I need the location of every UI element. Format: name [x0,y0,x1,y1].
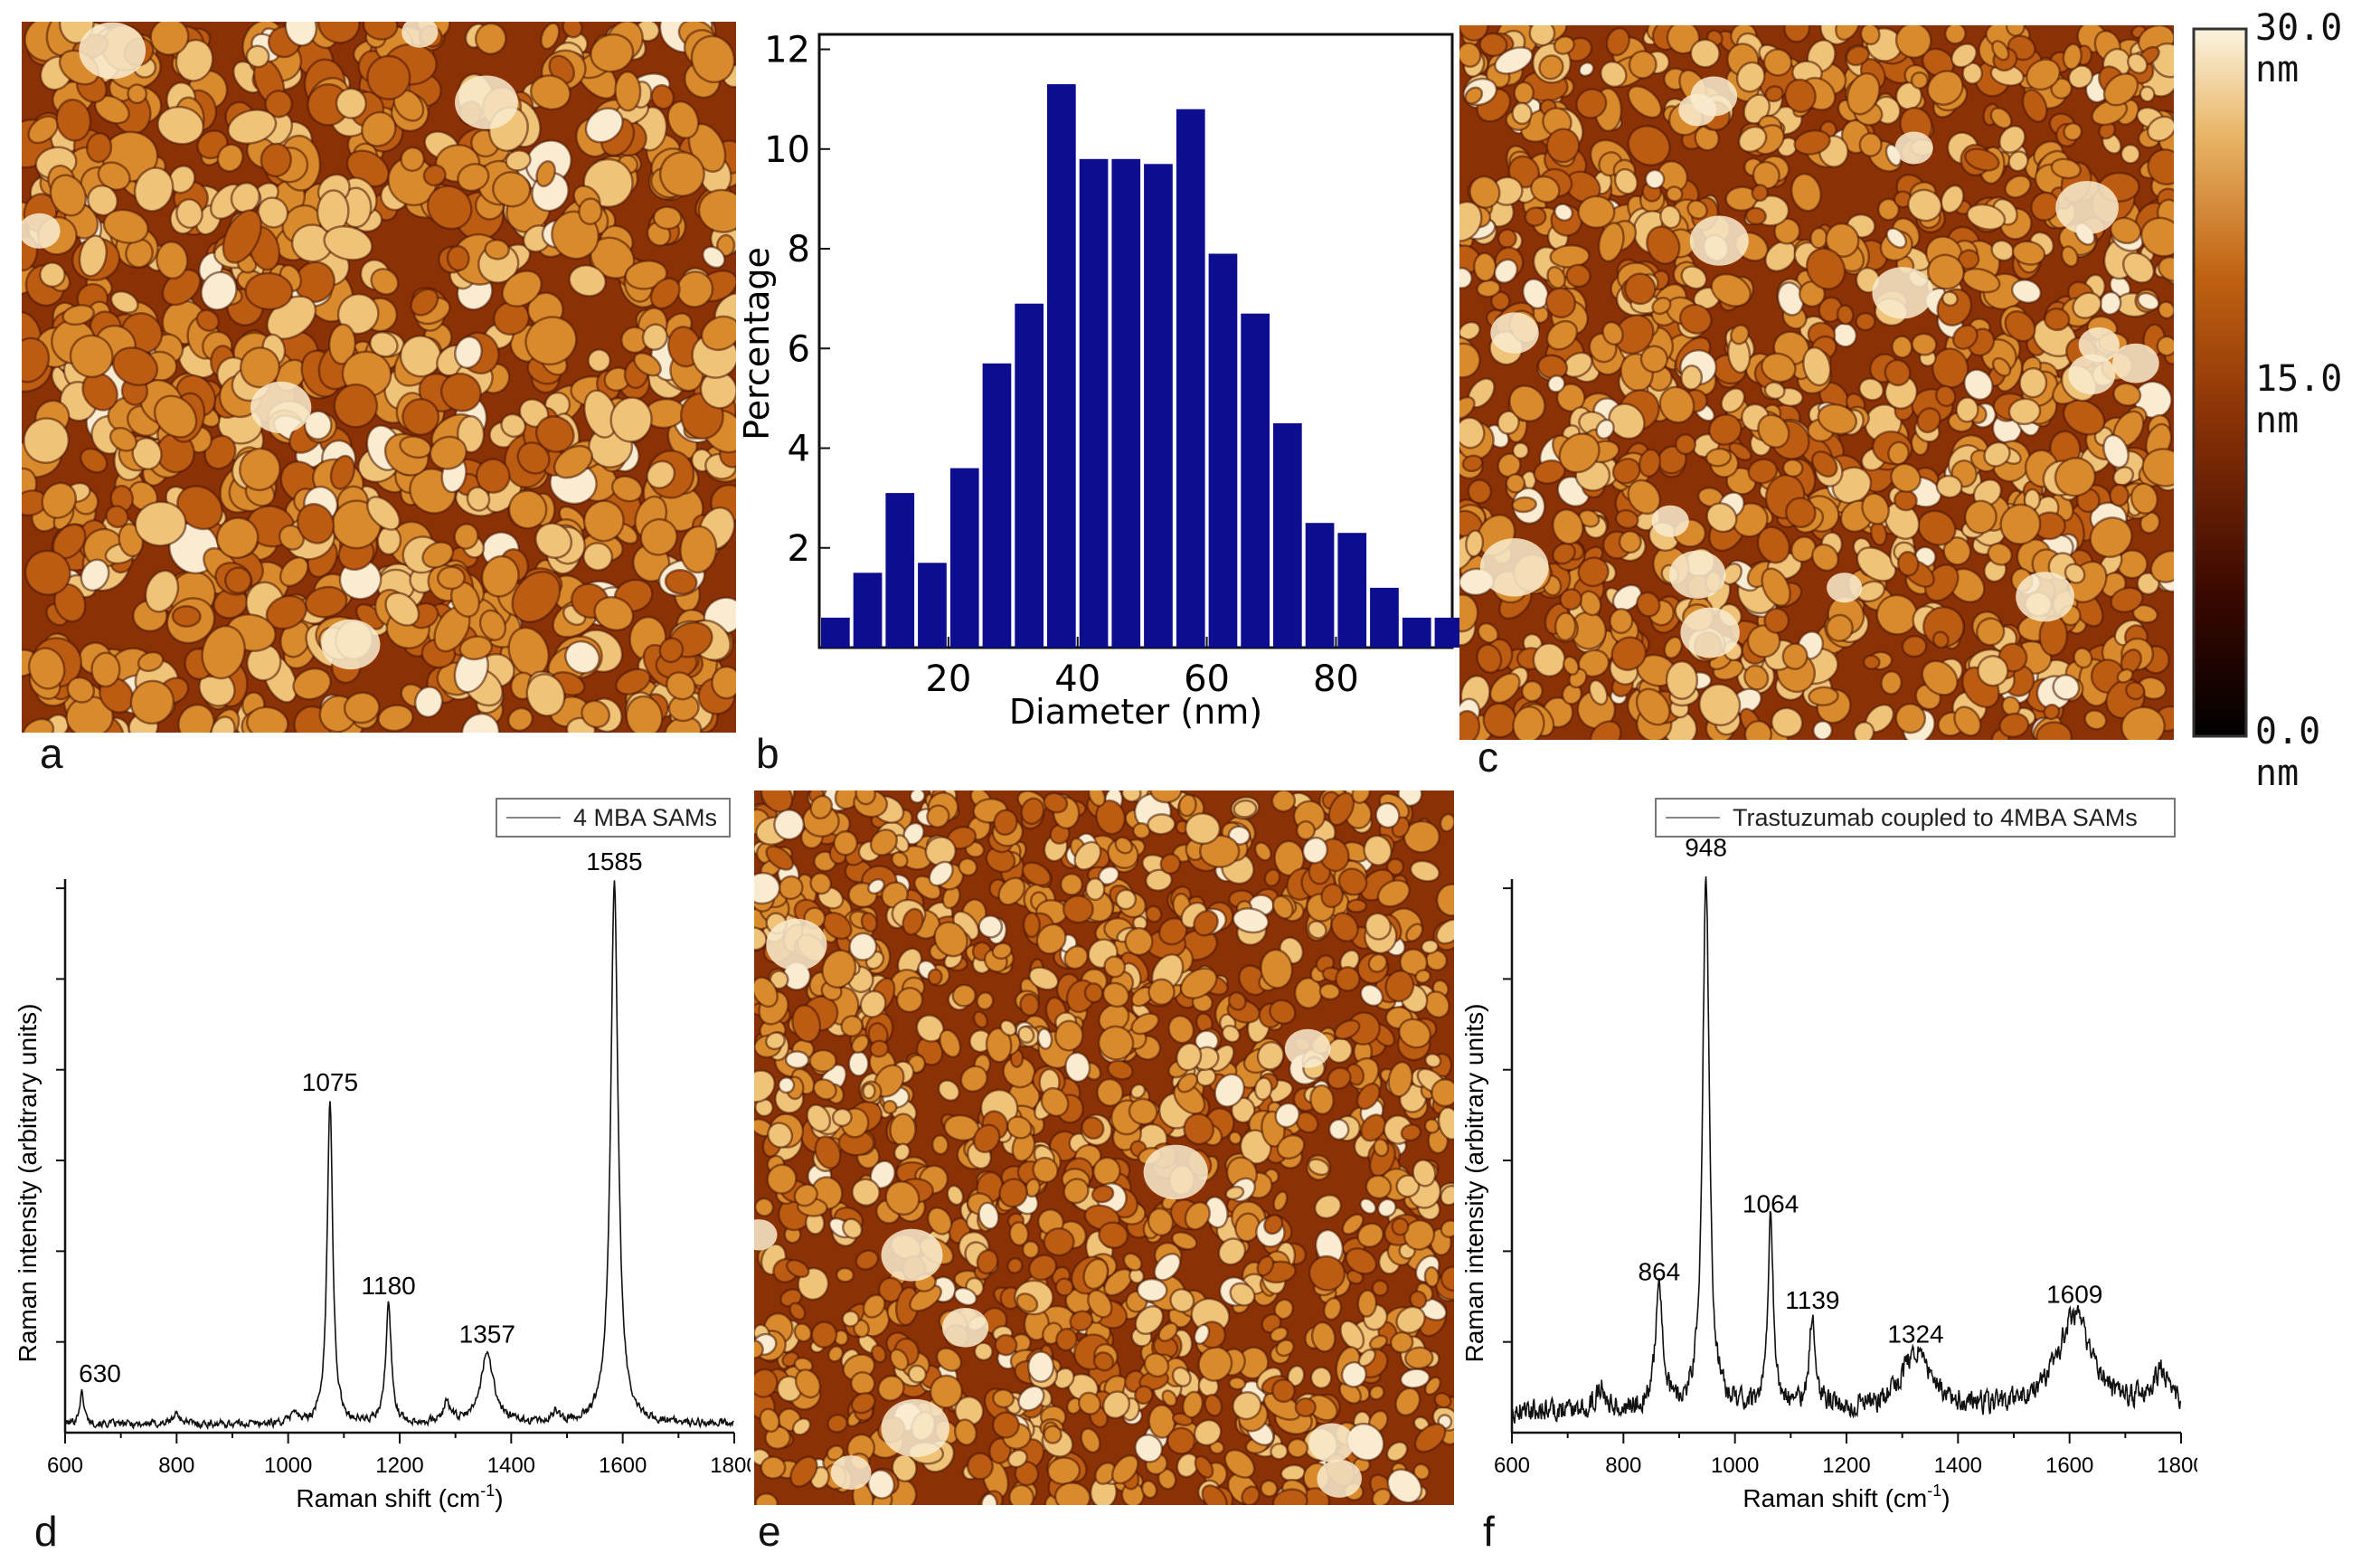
colorbar-max-label: 30.0 nm [2255,7,2343,90]
raman-x-tick-label: 1800 [710,1453,751,1478]
afm-image-a [22,22,736,733]
raman-spectrum-f: 600 800 1000 1200 1400 1600 1800 Raman shift (c… [1460,833,2197,1512]
histogram-bar [1079,158,1109,648]
histogram-bar [918,563,947,648]
afm-image-e [754,790,1454,1505]
raman-x-tick-label: 600 [1494,1453,1530,1478]
raman-x-tick-label: 1200 [1822,1453,1870,1478]
histogram-bar [853,573,883,648]
histogram-y-tick-label: 12 [764,30,810,71]
histogram-y-tick-label: 6 [788,328,810,370]
histogram-bar [1111,158,1141,648]
histogram-bar [1402,617,1431,648]
histogram-bar [1208,253,1238,648]
histogram-y-label: Percentage [741,247,777,440]
raman-x-tick-label: 1600 [2045,1453,2093,1478]
raman-x-tick-label: 1600 [599,1453,647,1478]
raman-x-tick-label: 800 [158,1453,194,1478]
afm-image-c [1459,25,2174,740]
histogram-y-tick-label: 10 [764,129,810,171]
raman-peak-label: 948 [1685,833,1727,861]
histogram-bar [1241,313,1270,648]
histogram-bar [982,363,1012,648]
colorbar-min-label: 0.0 nm [2255,711,2321,794]
histogram-x-tick-label: 40 [1054,658,1100,700]
histogram-x-tick-label: 80 [1313,658,1359,700]
raman-peak-label: 1585 [586,847,642,876]
histogram-bar [1015,303,1044,648]
afm-topography-e [754,790,1454,1505]
raman-peak-label: 1180 [362,1272,416,1300]
raman-peak-label: 1609 [2046,1281,2102,1309]
histogram-x-tick-label: 20 [925,658,971,700]
raman-peak-label: 1139 [1785,1286,1839,1314]
panel-label-b: b [756,730,779,777]
raman-x-tick-label: 1200 [375,1453,423,1478]
afm-topography-a [22,22,736,733]
raman-x-tick-label: 1000 [264,1453,312,1478]
panel-label-a: a [40,730,63,777]
histogram-bar [821,617,850,648]
raman-x-label: Raman shift (cm-1) [296,1482,503,1512]
panel-label-f: f [1483,1508,1495,1555]
legend-text-d: 4 MBA SAMs [573,803,718,831]
histogram-bar [1047,84,1076,648]
colorbar-mid-label: 15.0 nm [2255,358,2343,441]
histogram-bar [1144,164,1173,648]
raman-x-tick-label: 1800 [2157,1453,2197,1478]
raman-panel-d: 600 800 1000 1200 1400 1600 1800 Raman shift (c… [9,789,751,1512]
raman-x-tick-label: 800 [1605,1453,1641,1478]
legend-line-d [506,817,561,819]
histogram-y-tick-label: 8 [788,229,810,270]
raman-spectrum-line [1511,876,2182,1424]
legend-d: 4 MBA SAMs [496,798,731,838]
histogram-bar [885,493,915,648]
panel-label-d: d [34,1508,58,1555]
histogram-bar [949,468,979,648]
panel-label-c: c [1478,734,1498,781]
raman-peak-label: 1357 [459,1320,515,1348]
raman-x-tick-label: 1000 [1711,1453,1759,1478]
raman-peak-label: 864 [1638,1258,1680,1286]
histogram-bar [1305,523,1335,648]
histogram-bar [1337,533,1367,648]
raman-peak-label: 1075 [302,1068,358,1096]
legend-text-f: Trastuzumab coupled to 4MBA SAMs [1733,803,2138,831]
histogram-y-tick-label: 2 [788,528,810,570]
height-colorbar [2192,27,2248,738]
raman-x-tick-label: 600 [47,1453,83,1478]
histogram-x-label: Diameter (nm) [1009,692,1262,732]
raman-peak-label: 1064 [1742,1189,1799,1217]
raman-peak-label: 630 [79,1359,121,1387]
diameter-histogram: 20 40 60 80 2 4 6 8 10 12 Diameter (nm) Percenta… [741,30,1464,732]
histogram-x-tick-label: 60 [1184,658,1230,700]
afm-topography-c [1459,25,2174,740]
raman-x-label: Raman shift (cm-1) [1742,1482,1950,1512]
raman-y-label: Raman intensity (arbitrary units) [1460,1004,1488,1363]
raman-y-label: Raman intensity (arbitrary units) [14,1004,42,1363]
raman-x-tick-label: 1400 [1934,1453,1982,1478]
raman-spectrum-d: 600 800 1000 1200 1400 1600 1800 Raman shift (c… [14,847,751,1512]
raman-peak-label: 1324 [1887,1320,1943,1348]
panel-label-e: e [758,1508,781,1555]
histogram-bar [1176,109,1205,648]
histogram-bar [1273,423,1302,648]
raman-x-tick-label: 1400 [487,1453,535,1478]
histogram-bar [1370,587,1399,648]
raman-spectrum-line [64,880,734,1431]
legend-line-f [1666,817,1720,819]
legend-f: Trastuzumab coupled to 4MBA SAMs [1655,798,2176,838]
colorbar-gradient [2192,27,2248,738]
histogram-panel-b: 20 40 60 80 2 4 6 8 10 12 Diameter (nm) Percenta… [741,18,1465,742]
histogram-y-tick-label: 4 [788,429,810,470]
raman-panel-f: 600 800 1000 1200 1400 1600 1800 Raman shift (c… [1456,789,2197,1512]
